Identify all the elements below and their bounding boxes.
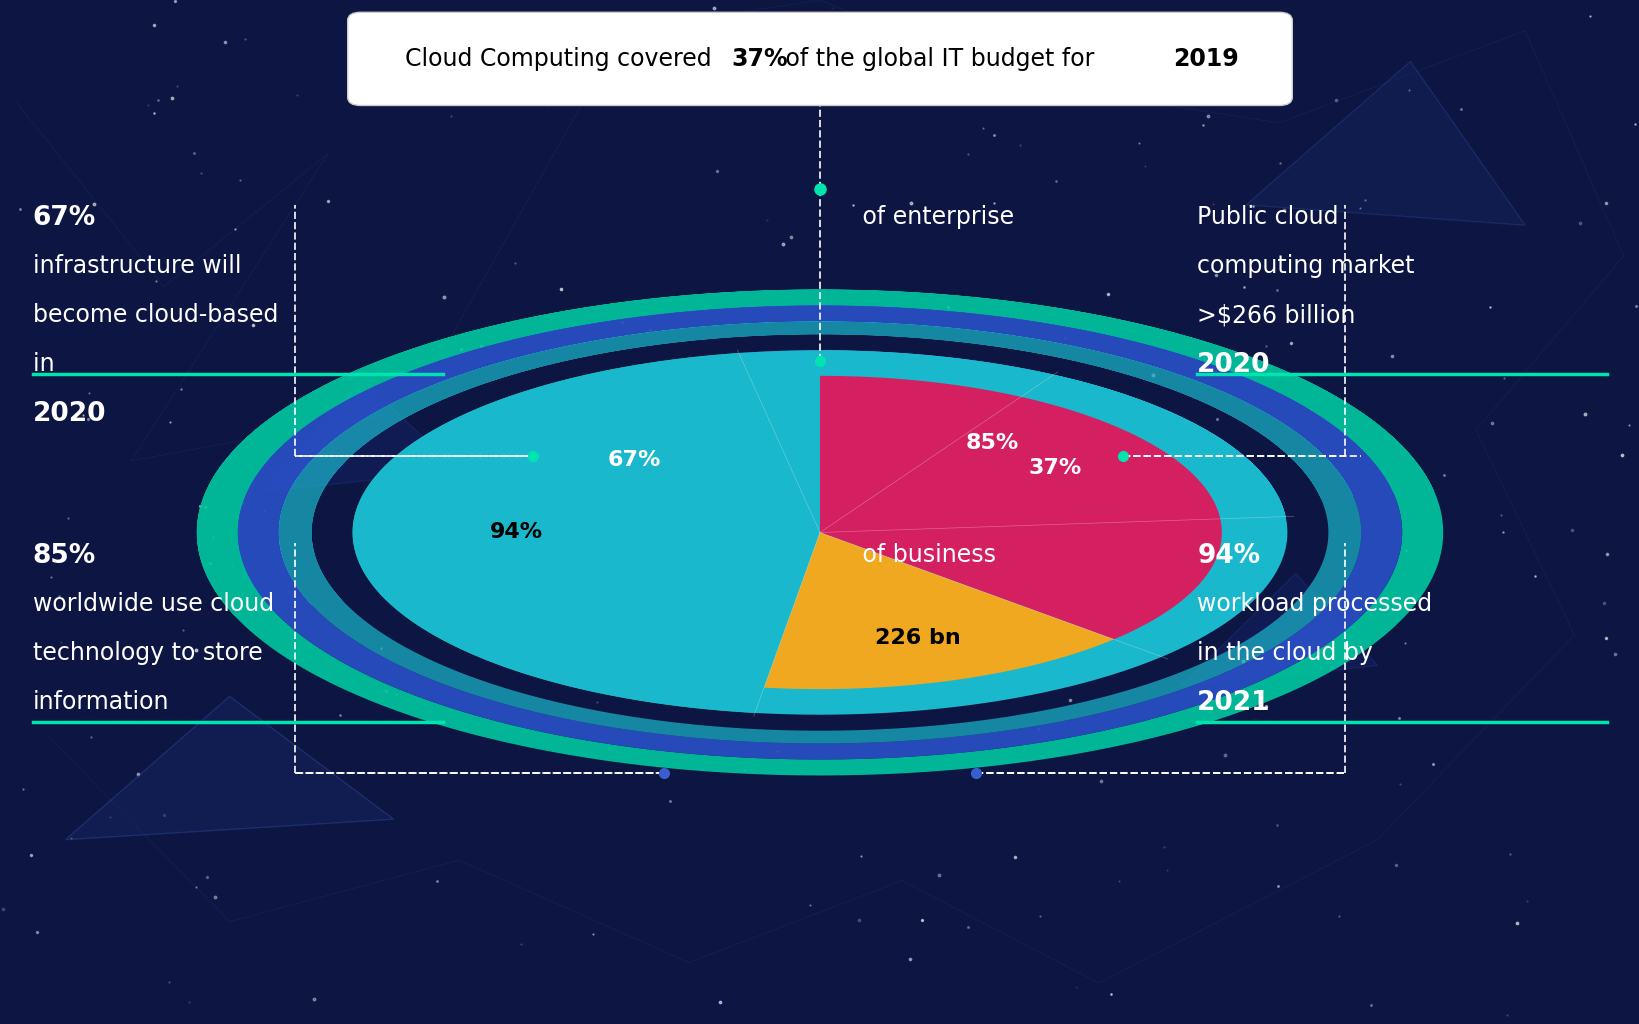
Text: >$266 billion: >$266 billion xyxy=(1196,303,1362,327)
Polygon shape xyxy=(820,376,1221,639)
Text: 2020: 2020 xyxy=(33,401,107,427)
Text: 2020: 2020 xyxy=(1196,352,1270,378)
Polygon shape xyxy=(764,532,1113,689)
Text: 85%: 85% xyxy=(965,433,1019,454)
Text: in the cloud by: in the cloud by xyxy=(1196,641,1380,665)
Text: of business: of business xyxy=(856,543,997,566)
Text: 94%: 94% xyxy=(490,522,543,543)
Text: of enterprise: of enterprise xyxy=(856,205,1015,228)
FancyBboxPatch shape xyxy=(347,12,1292,105)
Text: infrastructure will: infrastructure will xyxy=(33,254,241,278)
Polygon shape xyxy=(262,379,459,492)
Text: Cloud Computing covered: Cloud Computing covered xyxy=(405,47,718,71)
Text: Public cloud: Public cloud xyxy=(1196,205,1337,228)
Text: 94%: 94% xyxy=(1196,543,1259,568)
Text: become cloud-based: become cloud-based xyxy=(33,303,279,327)
Text: 37%: 37% xyxy=(731,47,788,71)
Polygon shape xyxy=(352,353,820,713)
Polygon shape xyxy=(197,290,1442,775)
Text: information: information xyxy=(33,690,169,714)
Text: worldwide use cloud: worldwide use cloud xyxy=(33,592,274,615)
Text: 67%: 67% xyxy=(608,451,661,470)
Text: in: in xyxy=(33,352,62,376)
Text: of the global IT budget for: of the global IT budget for xyxy=(779,47,1101,71)
Text: 85%: 85% xyxy=(33,543,97,568)
Text: workload processed: workload processed xyxy=(1196,592,1431,615)
Text: 2021: 2021 xyxy=(1196,690,1270,716)
Text: 2019: 2019 xyxy=(1172,47,1237,71)
Text: computing market: computing market xyxy=(1196,254,1414,278)
Text: technology to store: technology to store xyxy=(33,641,262,665)
Polygon shape xyxy=(352,350,1287,715)
Polygon shape xyxy=(66,696,393,840)
Polygon shape xyxy=(1180,573,1377,686)
Text: 67%: 67% xyxy=(33,205,97,230)
Polygon shape xyxy=(279,322,1360,743)
Polygon shape xyxy=(739,350,1285,532)
Polygon shape xyxy=(820,350,1054,532)
Polygon shape xyxy=(1246,61,1524,225)
Text: 37%: 37% xyxy=(1028,459,1082,478)
Polygon shape xyxy=(238,305,1401,760)
Text: 226 bn: 226 bn xyxy=(875,628,960,647)
